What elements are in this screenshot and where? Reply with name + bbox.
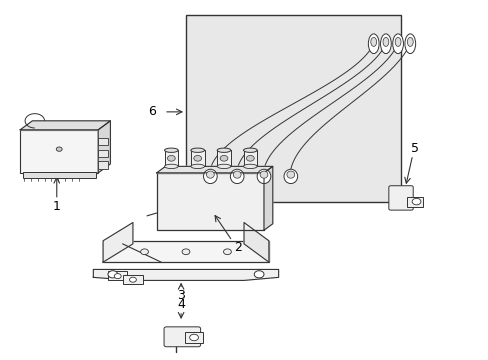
Bar <box>108 271 127 280</box>
Ellipse shape <box>190 164 204 168</box>
Ellipse shape <box>164 148 178 152</box>
Bar <box>185 332 203 343</box>
Polygon shape <box>98 121 110 173</box>
Circle shape <box>220 156 227 161</box>
Ellipse shape <box>380 34 390 54</box>
Text: 6: 6 <box>147 105 156 118</box>
Bar <box>406 197 422 207</box>
FancyBboxPatch shape <box>388 186 412 210</box>
Polygon shape <box>93 269 278 280</box>
Text: 2: 2 <box>234 241 242 254</box>
Circle shape <box>167 156 175 161</box>
Bar <box>243 150 257 166</box>
Text: 1: 1 <box>53 200 61 213</box>
Ellipse shape <box>284 169 297 184</box>
Bar <box>98 138 108 145</box>
Circle shape <box>108 271 118 278</box>
Bar <box>185 15 400 202</box>
Ellipse shape <box>233 171 241 178</box>
Circle shape <box>246 156 254 161</box>
Text: 5: 5 <box>410 142 418 155</box>
Circle shape <box>182 249 189 255</box>
Ellipse shape <box>206 171 214 178</box>
Ellipse shape <box>392 34 403 54</box>
Circle shape <box>193 156 201 161</box>
Bar <box>157 173 264 230</box>
Ellipse shape <box>260 171 267 178</box>
Ellipse shape <box>217 148 230 152</box>
Ellipse shape <box>370 37 376 46</box>
Bar <box>98 149 108 157</box>
Ellipse shape <box>367 34 378 54</box>
Circle shape <box>223 249 231 255</box>
Ellipse shape <box>382 37 388 46</box>
Text: 3: 3 <box>177 289 184 302</box>
Polygon shape <box>244 222 268 262</box>
Ellipse shape <box>407 37 412 46</box>
Circle shape <box>189 334 198 341</box>
Polygon shape <box>264 166 272 230</box>
Circle shape <box>141 249 148 255</box>
Ellipse shape <box>243 164 257 168</box>
Ellipse shape <box>394 37 400 46</box>
Bar <box>164 150 178 166</box>
Ellipse shape <box>243 148 257 152</box>
Bar <box>217 150 230 166</box>
Circle shape <box>56 147 62 151</box>
Polygon shape <box>103 222 133 262</box>
Bar <box>22 172 96 178</box>
Bar <box>123 275 142 284</box>
Circle shape <box>114 274 121 279</box>
Ellipse shape <box>164 164 178 168</box>
Bar <box>20 130 98 173</box>
Ellipse shape <box>286 171 294 178</box>
Ellipse shape <box>404 34 415 54</box>
FancyBboxPatch shape <box>163 327 200 347</box>
Circle shape <box>129 277 136 282</box>
Bar <box>98 161 108 168</box>
Polygon shape <box>157 166 272 173</box>
Text: 4: 4 <box>177 298 184 311</box>
Ellipse shape <box>217 164 230 168</box>
Circle shape <box>254 271 264 278</box>
Ellipse shape <box>203 169 217 184</box>
Polygon shape <box>20 121 110 130</box>
Bar <box>103 241 268 262</box>
Ellipse shape <box>190 148 204 152</box>
Circle shape <box>411 198 420 205</box>
Bar <box>190 150 204 166</box>
Ellipse shape <box>230 169 244 184</box>
Ellipse shape <box>257 169 270 184</box>
